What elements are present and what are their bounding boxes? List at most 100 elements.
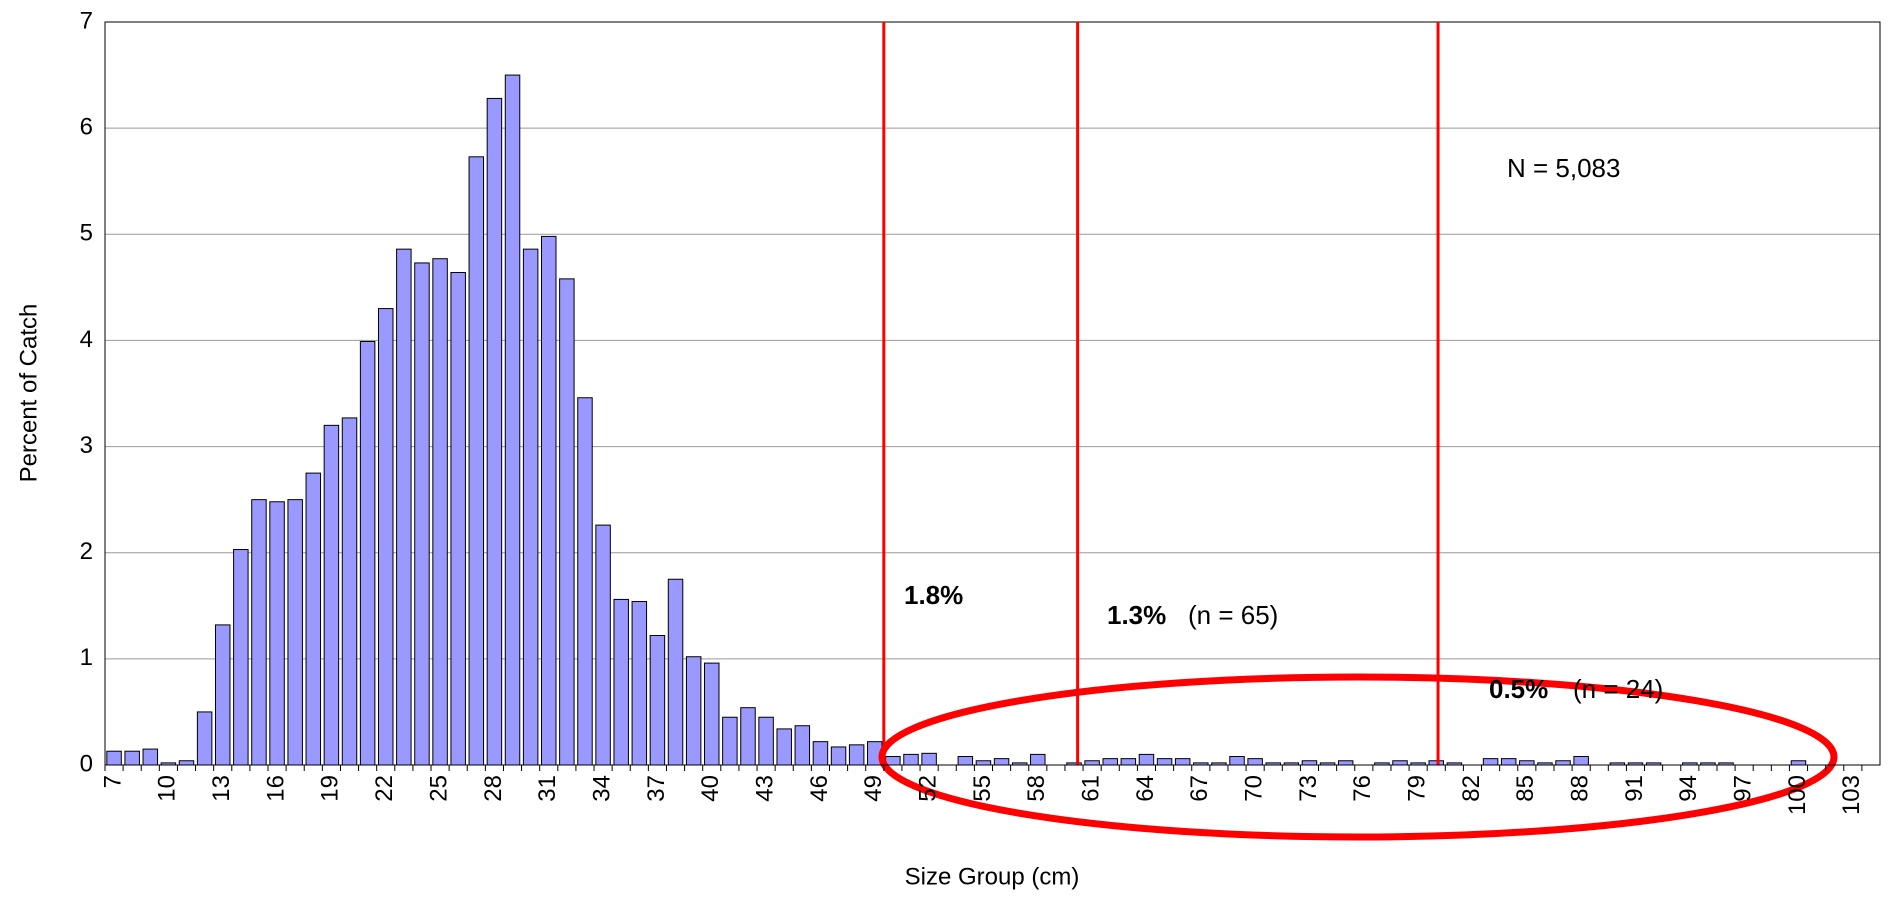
x-tick-label: 43 xyxy=(751,775,778,802)
x-tick-label: 76 xyxy=(1349,775,1376,802)
bar xyxy=(993,758,1010,766)
bar xyxy=(1156,758,1173,766)
x-tick-label: 37 xyxy=(643,775,670,802)
x-tick-label: 70 xyxy=(1240,775,1267,802)
x-tick-label: 82 xyxy=(1458,775,1485,802)
x-tick-label: 61 xyxy=(1077,775,1104,802)
bar xyxy=(740,707,756,766)
bar xyxy=(577,397,593,766)
bar xyxy=(1790,760,1807,766)
bar xyxy=(722,716,738,766)
bar xyxy=(975,760,992,766)
bar xyxy=(685,656,702,766)
bar xyxy=(1519,760,1535,766)
x-tick-label: 19 xyxy=(317,775,344,802)
bar xyxy=(178,760,195,766)
bar xyxy=(214,624,231,766)
x-tick-label: 22 xyxy=(371,775,398,802)
y-tick-label: 2 xyxy=(80,538,93,565)
bar xyxy=(341,417,358,766)
x-tick-label: 64 xyxy=(1132,775,1159,802)
bar xyxy=(124,750,140,766)
bar xyxy=(1138,753,1155,766)
bar xyxy=(377,308,394,766)
bar xyxy=(504,74,521,766)
x-tick-label: 85 xyxy=(1512,775,1539,802)
bar xyxy=(359,340,376,766)
bar xyxy=(414,262,430,766)
x-tick-label: 88 xyxy=(1566,775,1593,802)
x-tick-label: 34 xyxy=(588,775,615,802)
bar xyxy=(848,744,865,766)
y-axis-label: Percent of Catch xyxy=(15,304,42,483)
bar xyxy=(305,472,322,766)
bar xyxy=(903,753,919,766)
y-tick-label: 7 xyxy=(80,7,93,34)
x-tick-label: 40 xyxy=(697,775,724,802)
x-tick-label: 16 xyxy=(262,775,289,802)
bar xyxy=(631,601,648,766)
bar xyxy=(1500,758,1517,766)
bar xyxy=(885,756,901,766)
x-tick-label: 25 xyxy=(425,775,452,802)
x-tick-label: 7 xyxy=(99,775,126,788)
annotation: N = 5,083 xyxy=(1507,153,1620,183)
x-tick-label: 97 xyxy=(1730,775,1757,802)
bar xyxy=(1102,758,1118,766)
bar xyxy=(921,752,937,766)
annotation: (n = 65) xyxy=(1188,600,1278,630)
bar xyxy=(1030,753,1046,766)
x-tick-label: 103 xyxy=(1838,775,1865,815)
bar xyxy=(396,248,412,766)
bar xyxy=(196,711,213,766)
bar xyxy=(794,725,811,766)
annotation: (n = 24) xyxy=(1573,674,1663,704)
bar xyxy=(450,271,466,766)
bar xyxy=(1084,760,1100,766)
bar xyxy=(649,635,666,766)
y-tick-label: 6 xyxy=(80,113,93,140)
x-tick-label: 13 xyxy=(208,775,235,802)
x-tick-label: 31 xyxy=(534,775,561,802)
x-tick-label: 58 xyxy=(1023,775,1050,802)
bar xyxy=(233,549,249,766)
bar xyxy=(486,97,503,766)
y-tick-label: 0 xyxy=(80,750,93,777)
bar xyxy=(812,741,829,766)
bar xyxy=(704,662,720,766)
x-tick-label: 73 xyxy=(1295,775,1322,802)
bar xyxy=(957,756,974,766)
x-tick-label: 67 xyxy=(1186,775,1213,802)
bar xyxy=(468,156,485,766)
bar xyxy=(1337,760,1354,766)
annotation: 0.5% xyxy=(1489,674,1548,704)
bar xyxy=(251,499,267,766)
bar xyxy=(1428,760,1444,766)
y-tick-label: 1 xyxy=(80,644,93,671)
y-tick-label: 5 xyxy=(80,220,93,247)
annotation: 1.3% xyxy=(1107,600,1166,630)
bar xyxy=(1120,758,1137,766)
x-tick-label: 49 xyxy=(860,775,887,802)
bar xyxy=(432,258,448,766)
bar xyxy=(776,728,792,766)
bar xyxy=(1482,758,1499,766)
bar xyxy=(323,424,340,766)
bar xyxy=(667,578,684,766)
bar xyxy=(1174,758,1191,766)
bar xyxy=(830,746,847,766)
x-tick-label: 100 xyxy=(1784,775,1811,815)
y-tick-label: 4 xyxy=(80,326,93,353)
bar xyxy=(1301,760,1318,766)
x-tick-label: 52 xyxy=(914,775,941,802)
y-tick-label: 3 xyxy=(80,432,93,459)
x-tick-label: 10 xyxy=(154,775,181,802)
bar xyxy=(522,248,539,766)
x-tick-label: 91 xyxy=(1621,775,1648,802)
annotation: 1.8% xyxy=(904,580,963,610)
x-tick-label: 79 xyxy=(1403,775,1430,802)
x-tick-label: 55 xyxy=(969,775,996,802)
bar xyxy=(142,748,159,766)
x-axis-label: Size Group (cm) xyxy=(905,863,1080,890)
